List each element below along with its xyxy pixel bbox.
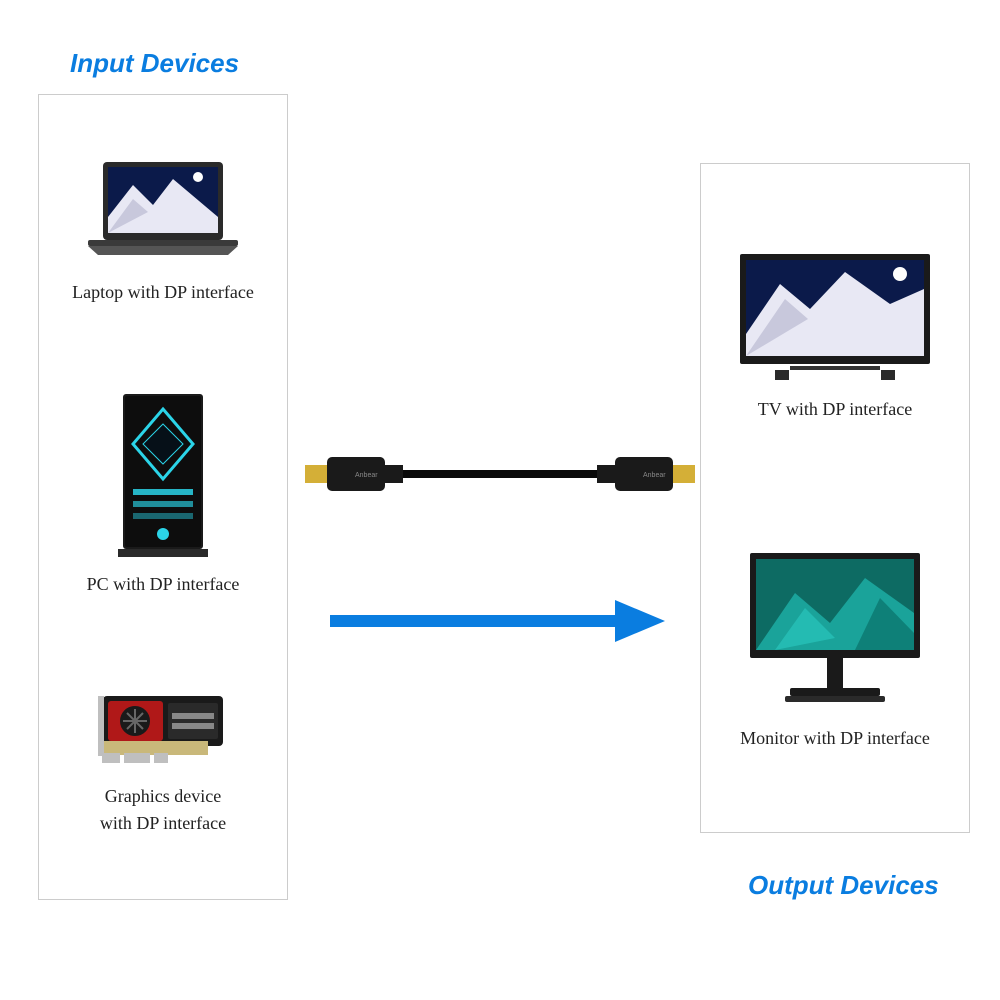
device-item: Laptop with DP interface (72, 157, 254, 306)
monitor-icon (735, 543, 935, 713)
device-item: Monitor with DP interface (735, 543, 935, 752)
device-label: PC with DP interface (87, 571, 240, 598)
output-devices-heading: Output Devices (748, 870, 939, 901)
svg-text:Anbear: Anbear (643, 472, 666, 479)
device-item: PC with DP interface (87, 389, 240, 598)
device-label: Graphics device with DP interface (100, 783, 226, 837)
output-panel: TV with DP interface Monitor with DP int… (700, 163, 970, 833)
input-devices-heading: Input Devices (70, 48, 239, 79)
svg-text:Anbear: Anbear (355, 472, 378, 479)
gpu-icon (88, 681, 238, 771)
device-item: Graphics device with DP interface (88, 681, 238, 837)
device-label: Monitor with DP interface (740, 725, 930, 752)
device-label: Laptop with DP interface (72, 279, 254, 306)
laptop-icon (78, 157, 248, 267)
device-item: TV with DP interface (730, 244, 940, 423)
input-panel: Laptop with DP interface PC with DP inte… (38, 94, 288, 900)
tv-icon (730, 244, 940, 384)
dp-cable-icon: Anbear Anbear (305, 445, 695, 505)
flow-arrow-icon (330, 600, 665, 642)
pc-tower-icon (103, 389, 223, 559)
device-label: TV with DP interface (758, 396, 912, 423)
